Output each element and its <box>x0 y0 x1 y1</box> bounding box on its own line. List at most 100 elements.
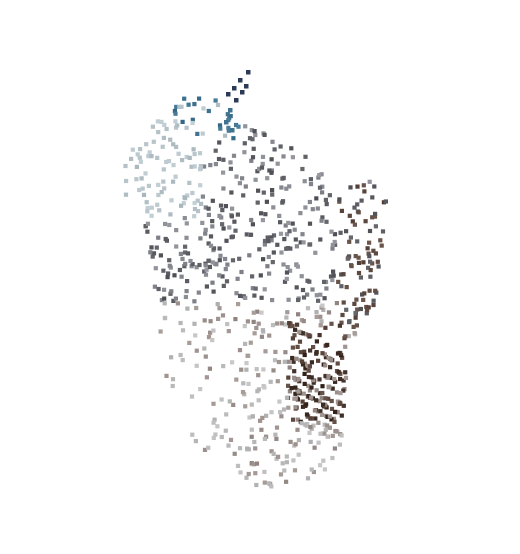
cloud-point <box>284 270 290 275</box>
cloud-point <box>267 481 272 486</box>
cloud-point <box>204 267 209 272</box>
cloud-point <box>294 285 299 290</box>
cloud-point <box>211 435 216 440</box>
cloud-point <box>245 446 250 451</box>
cloud-point <box>261 190 266 195</box>
cloud-point <box>171 142 176 147</box>
cloud-point <box>262 242 267 247</box>
cloud-point <box>218 203 224 208</box>
cloud-point <box>213 148 218 153</box>
cloud-point <box>295 417 301 422</box>
cloud-point <box>183 244 188 249</box>
cloud-point <box>155 155 160 160</box>
cloud-point <box>320 390 325 396</box>
cloud-point <box>203 227 208 232</box>
cloud-point <box>244 361 249 366</box>
cloud-point <box>245 319 250 324</box>
cloud-point <box>157 208 162 213</box>
cloud-point <box>192 102 197 107</box>
cloud-point <box>207 264 212 270</box>
cloud-point <box>286 405 291 410</box>
cloud-point <box>259 427 264 432</box>
cloud-point <box>191 147 196 152</box>
cloud-point <box>198 387 203 392</box>
cloud-point <box>146 183 151 188</box>
cloud-point <box>379 243 384 248</box>
cloud-point <box>240 390 246 395</box>
cloud-point <box>265 176 270 181</box>
cloud-point <box>308 242 313 247</box>
cloud-point <box>244 475 249 480</box>
cloud-point <box>246 471 251 477</box>
cloud-point <box>236 302 241 307</box>
cloud-point <box>295 427 300 432</box>
cloud-point <box>217 140 222 145</box>
cloud-point <box>318 292 323 297</box>
cloud-point <box>363 219 368 224</box>
cloud-point <box>228 166 233 171</box>
cloud-point <box>326 310 332 315</box>
cloud-point <box>331 416 337 421</box>
cloud-point <box>353 254 358 259</box>
cloud-point <box>322 279 327 284</box>
cloud-point <box>348 185 353 190</box>
cloud-point <box>336 369 341 375</box>
cloud-point <box>339 284 344 289</box>
cloud-point <box>269 235 274 240</box>
cloud-point <box>345 256 350 261</box>
cloud-point <box>129 156 134 161</box>
cloud-point <box>221 283 226 288</box>
cloud-point <box>203 205 208 210</box>
cloud-point <box>215 302 220 307</box>
cloud-point <box>197 96 202 101</box>
cloud-point <box>281 154 286 159</box>
cloud-point <box>307 430 312 435</box>
cloud-point <box>178 251 183 256</box>
cloud-point <box>166 271 171 276</box>
cloud-point <box>206 206 211 211</box>
cloud-point <box>315 206 320 211</box>
cloud-point <box>258 273 263 278</box>
cloud-point <box>161 167 166 172</box>
cloud-point <box>206 241 211 246</box>
cloud-point <box>330 455 335 461</box>
cloud-point <box>336 279 341 284</box>
cloud-point <box>266 239 271 244</box>
cloud-point <box>184 221 189 226</box>
cloud-point <box>130 147 135 152</box>
cloud-point <box>269 484 274 489</box>
cloud-point <box>383 199 388 204</box>
cloud-point <box>187 340 192 345</box>
cloud-point <box>293 391 298 396</box>
cloud-point <box>244 232 249 237</box>
cloud-point <box>376 264 381 269</box>
cloud-point <box>174 228 179 233</box>
cloud-point <box>254 325 259 331</box>
cloud-point <box>199 201 204 206</box>
cloud-point <box>156 182 161 187</box>
cloud-point <box>349 264 354 269</box>
cloud-point <box>286 383 291 388</box>
cloud-point <box>284 395 290 400</box>
cloud-point <box>160 144 165 149</box>
cloud-point <box>259 310 264 315</box>
cloud-point <box>296 377 301 382</box>
cloud-point <box>279 321 284 326</box>
cloud-point <box>137 187 142 193</box>
cloud-point <box>255 200 260 205</box>
cloud-point <box>143 224 148 229</box>
cloud-point <box>361 260 366 265</box>
cloud-point <box>335 351 341 356</box>
cloud-point <box>260 154 266 159</box>
cloud-point <box>320 190 325 195</box>
cloud-point <box>180 328 186 333</box>
cloud-point <box>281 407 287 412</box>
cloud-point <box>375 259 380 264</box>
cloud-point <box>317 185 323 190</box>
cloud-point <box>291 458 296 463</box>
cloud-point <box>200 220 205 225</box>
cloud-point <box>302 349 307 354</box>
cloud-point <box>325 423 330 428</box>
